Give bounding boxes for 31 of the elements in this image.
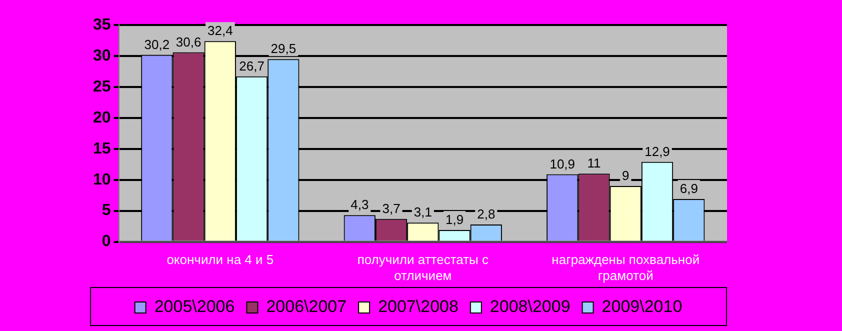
x-tick-label: окончили на 4 и 5 xyxy=(166,252,274,268)
data-label: 26,7 xyxy=(239,58,264,74)
data-label: 3,7 xyxy=(382,200,400,216)
y-tick-label: 35 xyxy=(93,16,111,34)
y-tick-label: 20 xyxy=(93,109,111,126)
data-label: 1,9 xyxy=(445,212,464,228)
data-label: 29,5 xyxy=(270,41,296,56)
data-label: 12,9 xyxy=(644,144,670,159)
y-tick-label: 25 xyxy=(93,78,111,96)
x-tick-label: получили аттестаты с отличием xyxy=(357,252,489,283)
data-label: 2,8 xyxy=(477,206,496,222)
legend-label: 2009\2010 xyxy=(602,297,682,316)
y-tick-label: 5 xyxy=(102,202,111,220)
y-tick-label: 10 xyxy=(93,171,111,188)
data-label: 32,4 xyxy=(208,23,233,38)
x-tick-label: награждены похвальной грамотой xyxy=(552,252,700,283)
data-label: 30,2 xyxy=(144,36,170,52)
legend-label: 2005\2006 xyxy=(154,297,235,316)
data-label: 30,6 xyxy=(176,34,202,50)
y-tick-label: 0 xyxy=(102,233,111,250)
legend-label: 2007\2008 xyxy=(378,297,458,316)
data-label: 9 xyxy=(622,168,630,184)
legend-label: 2008\2009 xyxy=(490,297,570,316)
data-label: 4,3 xyxy=(350,197,369,212)
y-tick-label: 15 xyxy=(93,140,111,158)
data-label: 10,9 xyxy=(550,156,576,172)
legend-label: 2006\2007 xyxy=(266,297,347,316)
y-tick-label: 30 xyxy=(93,47,111,64)
data-label: 6,9 xyxy=(680,181,698,196)
data-label: 11 xyxy=(587,156,601,171)
data-label: 3,1 xyxy=(414,204,432,220)
